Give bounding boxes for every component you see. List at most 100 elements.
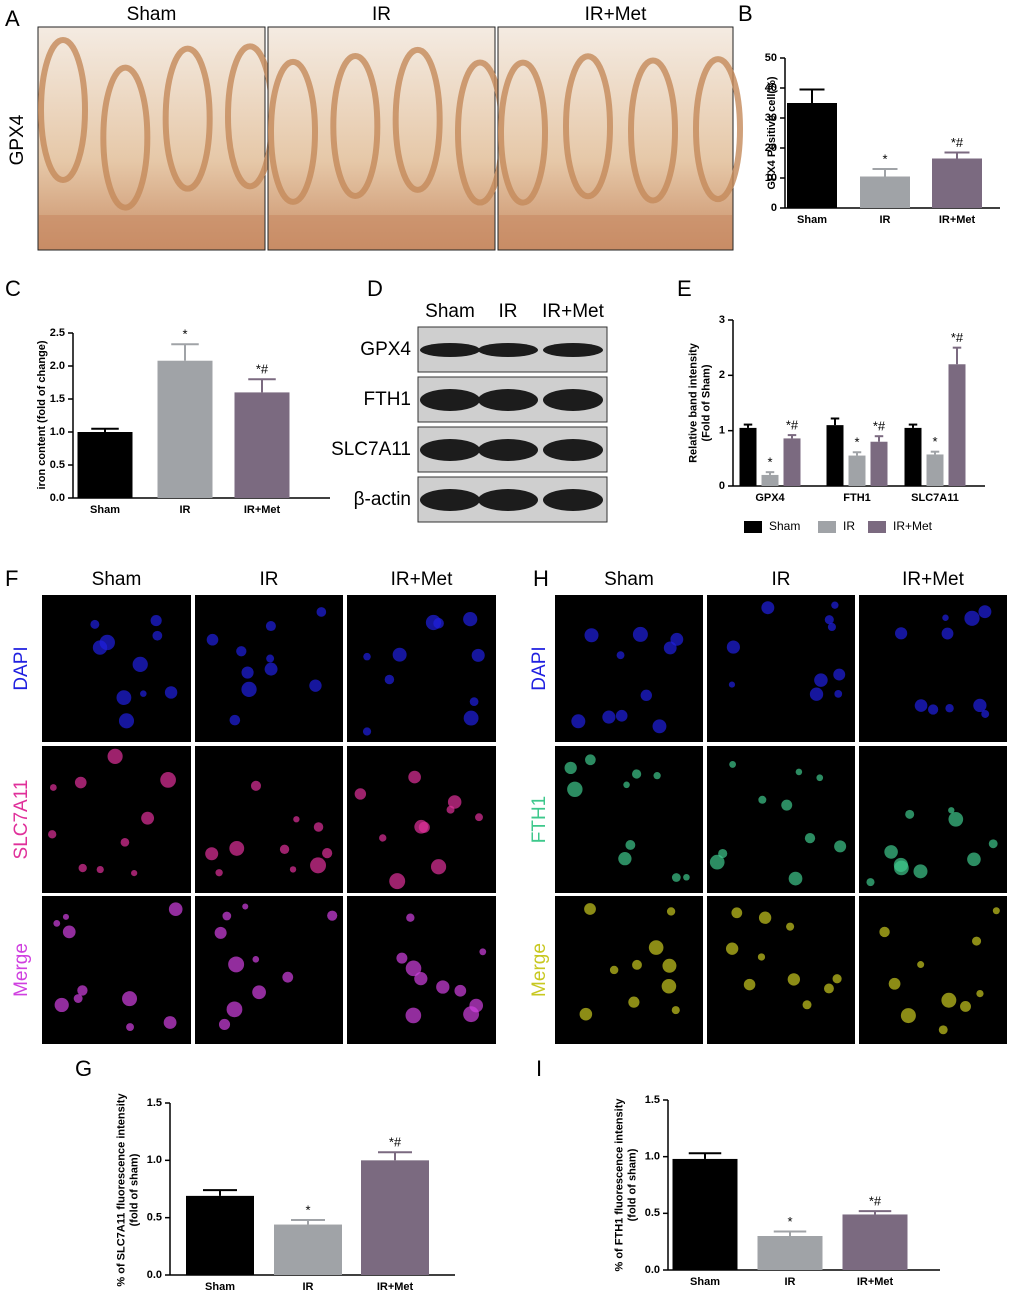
panel-letter: A: [5, 6, 20, 31]
row-label: DAPI: [529, 646, 550, 690]
significance-label: *: [767, 455, 772, 470]
row-label: DAPI: [11, 646, 32, 690]
significance-label: *#: [786, 418, 799, 433]
panel-letter: F: [5, 566, 18, 591]
cell: [628, 996, 640, 1008]
cell: [567, 781, 583, 797]
cell: [49, 784, 57, 791]
cell: [405, 1007, 422, 1024]
cell: [48, 830, 57, 839]
y-tick-label: 1.5: [147, 1097, 162, 1109]
cell: [976, 989, 984, 998]
villus: [628, 57, 678, 204]
significance-label: *: [882, 151, 887, 166]
cell: [834, 690, 843, 698]
panel-letter: B: [738, 1, 753, 26]
y-tick-label: 50: [765, 52, 777, 64]
cell: [54, 997, 69, 1013]
cell: [725, 942, 739, 955]
cell: [313, 822, 324, 832]
villus: [100, 64, 151, 211]
cell: [354, 788, 367, 800]
column-header: IR: [260, 569, 279, 590]
legend-label: Sham: [769, 519, 800, 533]
cell: [406, 913, 415, 922]
y-tick-label: 0.0: [147, 1269, 162, 1281]
x-tick-label: Sham: [690, 1276, 720, 1288]
cell: [226, 1001, 243, 1018]
y-axis-label: iron content (fold of change): [36, 340, 48, 489]
x-tick-label: GPX4: [755, 492, 785, 504]
cell: [205, 847, 219, 861]
cell: [652, 719, 667, 734]
bar: [739, 427, 757, 486]
cell: [99, 634, 115, 651]
x-tick-label: IR+Met: [939, 214, 976, 226]
villus: [268, 58, 318, 205]
y-tick-label: 0.0: [645, 1264, 660, 1276]
cell: [150, 615, 162, 627]
cell: [469, 697, 479, 707]
significance-label: *: [182, 327, 187, 342]
cell: [309, 679, 322, 692]
bar: [870, 441, 888, 486]
panel-letter: D: [367, 276, 383, 301]
cell: [571, 714, 586, 729]
x-tick-label: Sham: [205, 1281, 235, 1293]
legend-swatch: [818, 521, 836, 533]
y-tick-label: 2: [719, 369, 725, 381]
cell: [362, 727, 372, 736]
cell: [787, 973, 801, 986]
legend-swatch: [868, 521, 886, 533]
cell: [683, 873, 690, 881]
cell: [666, 907, 676, 916]
y-tick-label: 0: [719, 480, 725, 492]
y-tick-label: 0.5: [147, 1212, 162, 1224]
row-label: Merge: [11, 943, 32, 997]
bar: [672, 1158, 738, 1270]
panel-letter: C: [5, 276, 21, 301]
cell: [671, 1006, 680, 1015]
cell: [160, 772, 176, 788]
cell: [53, 920, 61, 927]
x-tick-label: IR: [880, 214, 891, 226]
blot-band: [478, 389, 538, 411]
villus: [330, 52, 381, 199]
cell: [78, 863, 87, 873]
y-tick-label: 1.5: [645, 1094, 660, 1106]
cell: [978, 605, 992, 619]
cell: [122, 991, 138, 1007]
cell: [761, 601, 775, 615]
cell: [625, 840, 636, 850]
y-axis-label: (fold of sham): [128, 1153, 140, 1226]
panel-letter: G: [75, 1056, 92, 1081]
cell: [757, 953, 766, 961]
bar: [932, 158, 982, 208]
cell: [948, 807, 955, 814]
cell: [640, 689, 652, 702]
cell: [408, 770, 421, 784]
column-header: IR+Met: [902, 569, 964, 590]
cell: [363, 652, 371, 661]
blot-band: [478, 343, 538, 357]
row-label: SLC7A11: [11, 780, 32, 860]
bar: [926, 454, 944, 486]
bar: [787, 103, 837, 208]
fluorescence-image: [195, 896, 343, 1044]
x-tick-label: IR: [303, 1281, 314, 1293]
cell: [743, 978, 756, 991]
cell: [973, 698, 987, 713]
x-tick-label: SLC7A11: [911, 492, 959, 504]
column-header: Sham: [92, 569, 142, 590]
cell: [564, 761, 577, 775]
y-axis-label: % of FTH1 fluorescence intensity: [613, 1098, 625, 1272]
cell: [917, 961, 925, 969]
cell: [73, 994, 83, 1003]
cell: [107, 748, 123, 764]
cell: [252, 985, 266, 1000]
blot-band: [543, 439, 603, 461]
fluorescence-image: [347, 746, 496, 893]
cell: [905, 809, 915, 819]
cell: [164, 686, 178, 699]
cell: [229, 714, 241, 726]
